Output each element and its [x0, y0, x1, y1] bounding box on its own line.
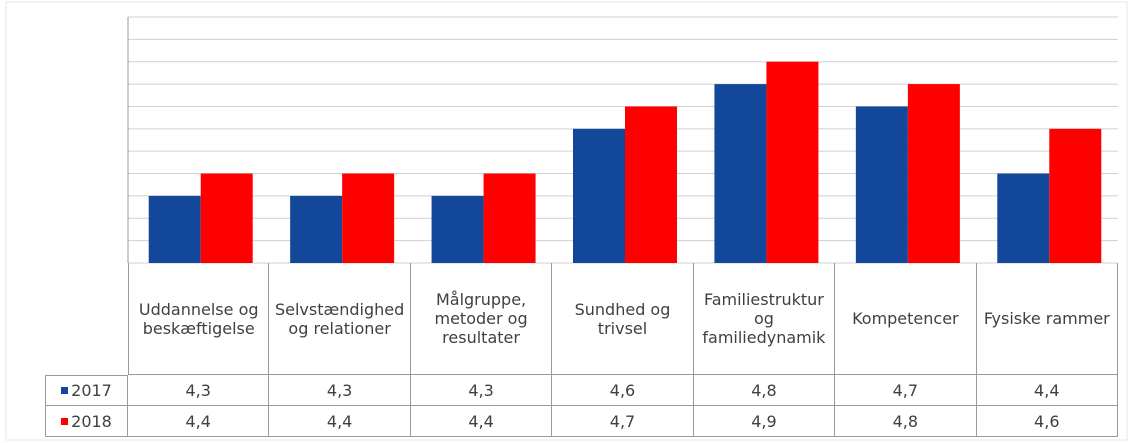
value-label-text: 4,7: [892, 380, 919, 400]
value-label-text: 4,8: [751, 380, 777, 400]
bar: [625, 106, 677, 263]
category-label: Selvstændighed og relationer: [269, 263, 411, 375]
category-label: Målgruppe, metoder og resultater: [410, 263, 553, 375]
value-label-text: 4,9: [751, 411, 777, 431]
category-label-text: Målgruppe, metoder og resultater: [434, 290, 528, 347]
category-label-text: Fysiske rammer: [983, 309, 1110, 328]
value-label: 4,4: [976, 375, 1118, 406]
value-label: 4,7: [835, 375, 977, 406]
bar: [431, 195, 484, 263]
value-label-text: 4,4: [326, 411, 353, 431]
category-label-text: Familiestruktur og familiedynamik: [702, 290, 826, 347]
value-label: 4,6: [552, 375, 694, 406]
category-label: Fysiske rammer: [976, 263, 1118, 375]
bar: [714, 84, 767, 263]
category-label-text: Selvstændighed og relationer: [274, 299, 405, 338]
value-label-text: 4,6: [609, 380, 636, 400]
legend-text: 2018: [71, 411, 112, 431]
value-label-text: 4,7: [609, 411, 636, 431]
value-label: 4,3: [410, 375, 553, 406]
category-label: Uddannelse og beskæftigelse: [128, 263, 270, 375]
bar: [483, 173, 536, 263]
value-label: 4,8: [693, 375, 836, 406]
bar: [997, 173, 1050, 263]
bar: [148, 195, 201, 263]
value-label: 4,8: [835, 406, 977, 437]
value-label-text: 4,3: [326, 380, 353, 400]
bar: [766, 61, 819, 264]
value-label: 4,3: [269, 375, 411, 406]
category-label: Sundhed og trivsel: [552, 263, 694, 375]
bar: [290, 195, 343, 263]
bar: [1049, 128, 1102, 263]
bar: [573, 128, 625, 263]
value-label-text: 4,6: [1034, 411, 1060, 431]
bar: [907, 84, 960, 263]
bar: [342, 173, 395, 263]
legend-key: [61, 387, 69, 394]
legend-entry: 2018: [45, 406, 128, 437]
value-label: 4,3: [128, 375, 270, 406]
category-label: Kompetencer: [835, 263, 977, 375]
value-label: 4,4: [410, 406, 553, 437]
value-label: 4,4: [269, 406, 411, 437]
value-label: 4,9: [693, 406, 836, 437]
value-label-text: 4,3: [468, 380, 494, 400]
category-label-text: Uddannelse og beskæftigelse: [138, 299, 259, 338]
value-label-text: 4,4: [468, 411, 494, 431]
chart-border: [5, 1, 1128, 441]
value-label-text: 4,4: [1034, 380, 1060, 400]
value-label-text: 4,3: [185, 380, 211, 400]
category-label-text: Sundhed og trivsel: [574, 299, 671, 338]
bar: [200, 173, 253, 263]
category-label: Familiestruktur og familiedynamik: [693, 263, 836, 375]
value-label-text: 4,4: [185, 411, 211, 431]
value-label: 4,7: [552, 406, 694, 437]
value-label-text: 4,8: [892, 411, 919, 431]
legend-text: 2017: [71, 381, 112, 400]
category-label-text: Kompetencer: [852, 309, 959, 328]
legend-key: [61, 417, 69, 425]
value-label: 4,4: [128, 406, 270, 437]
bar: [855, 106, 908, 263]
value-label: 4,6: [976, 406, 1118, 437]
legend-entry: 2017: [45, 375, 128, 406]
